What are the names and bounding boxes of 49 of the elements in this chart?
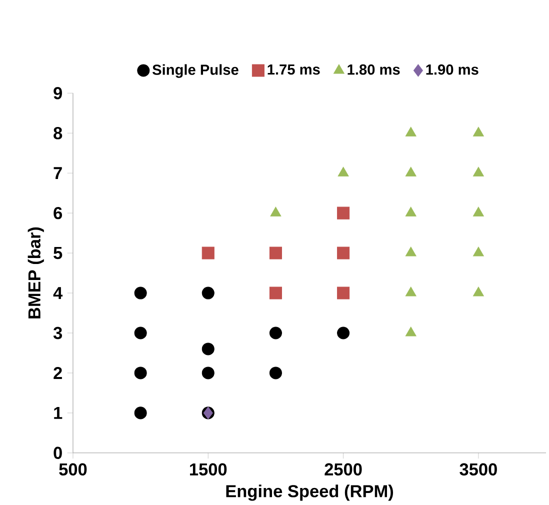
y-tick-label: 0 [54, 446, 62, 459]
y-tick-label: 2 [54, 366, 62, 379]
point [269, 246, 282, 260]
point [405, 126, 416, 136]
point [202, 246, 214, 260]
point [269, 366, 282, 380]
y-tick-label: 4 [53, 286, 63, 299]
point [202, 366, 214, 380]
legend-label: 1.90 ms [426, 64, 478, 75]
point [405, 246, 416, 256]
point [202, 342, 214, 356]
point [134, 286, 147, 300]
point [202, 286, 214, 300]
y-tick-label: 5 [54, 246, 62, 259]
point [472, 126, 484, 136]
point [337, 246, 350, 260]
x-tick-label: 500 [59, 463, 87, 476]
point [270, 206, 282, 216]
point [405, 326, 416, 336]
legend-label: 1.80 ms [348, 64, 400, 75]
x-tick-label: 2500 [324, 463, 362, 476]
x-tick-label: 3500 [460, 463, 497, 476]
x-axis-title: Engine Speed (RPM) [226, 484, 394, 501]
point [472, 166, 484, 176]
point [405, 166, 416, 176]
point [337, 326, 350, 340]
point [269, 326, 282, 340]
legend-label: Single Pulse [152, 64, 238, 78]
y-tick-label: 7 [54, 167, 62, 179]
point [337, 286, 350, 300]
y-tick-label: 3 [53, 326, 62, 339]
point [134, 406, 147, 420]
point [405, 206, 416, 216]
point [405, 286, 416, 296]
point [472, 286, 484, 296]
point [134, 366, 147, 380]
y-tick-label: 8 [54, 126, 62, 140]
point [337, 206, 350, 220]
point [134, 326, 147, 340]
y-tick-label: 6 [54, 206, 62, 220]
x-tick-label: 1500 [190, 463, 227, 476]
point [472, 206, 484, 216]
point [472, 246, 484, 256]
point [269, 286, 282, 300]
point [338, 166, 349, 176]
legend-label: 1.75 ms [268, 64, 320, 75]
y-axis-title: BMEP (bar) [28, 227, 44, 318]
y-tick-label: 1 [54, 406, 62, 419]
y-tick-label: 9 [54, 86, 62, 100]
